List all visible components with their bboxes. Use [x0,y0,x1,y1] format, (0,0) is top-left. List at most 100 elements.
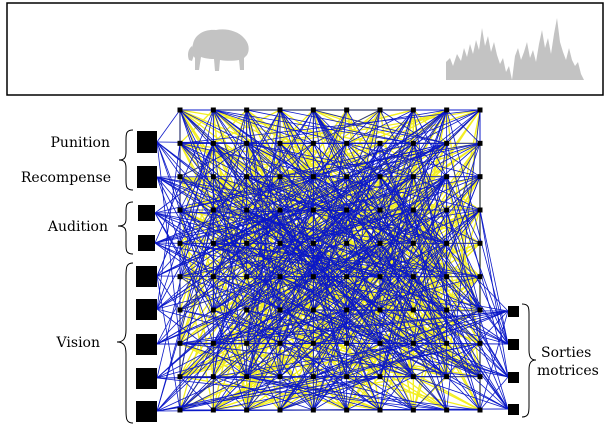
hidden-neuron [344,174,350,180]
hidden-neuron [244,407,250,413]
hidden-neuron [244,107,250,113]
output-neuron-4 [508,404,519,415]
hidden-neuron [210,107,216,113]
hidden-neuron [444,140,450,146]
hidden-neuron [310,374,316,380]
brace-audition [117,201,134,255]
hidden-neuron [344,307,350,313]
hidden-neuron [344,340,350,346]
hidden-neuron [244,140,250,146]
hidden-neuron [444,340,450,346]
hidden-neuron [477,374,483,380]
hidden-neuron [444,274,450,280]
hidden-neuron [210,207,216,213]
hidden-neuron [177,240,183,246]
hidden-neuron [310,340,316,346]
hidden-neuron [410,407,416,413]
hidden-neuron [377,374,383,380]
input-neuron-vision-5 [136,401,157,422]
output-neuron-1 [508,306,519,317]
hidden-neuron [477,140,483,146]
hidden-neuron [210,140,216,146]
hidden-neuron [244,174,250,180]
hidden-neuron [310,274,316,280]
hidden-neuron [377,207,383,213]
hidden-neuron [244,240,250,246]
hidden-neuron [444,407,450,413]
hidden-neuron [444,374,450,380]
hidden-neuron [444,240,450,246]
hidden-neuron [210,340,216,346]
hidden-neuron [210,407,216,413]
brace-sorties [521,303,537,418]
hidden-neuron [377,340,383,346]
hidden-neuron [177,274,183,280]
hidden-neuron [177,374,183,380]
label-audition: Audition [47,219,108,235]
hidden-neuron [410,307,416,313]
hidden-neuron [177,107,183,113]
hidden-neuron [410,374,416,380]
hidden-neuron [310,307,316,313]
hidden-neuron [244,340,250,346]
hidden-neuron [477,174,483,180]
hidden-neuron [444,307,450,313]
hidden-neuron [177,207,183,213]
hidden-neuron [177,340,183,346]
hidden-neuron [344,207,350,213]
input-neuron-audition-2 [138,235,155,251]
hidden-neuron [344,274,350,280]
hidden-neuron [310,240,316,246]
label-recompense: Recompense [21,170,111,186]
hidden-neuron [210,307,216,313]
hidden-neuron [277,207,283,213]
hidden-neuron [210,174,216,180]
hidden-neuron [277,274,283,280]
hidden-neuron [410,140,416,146]
hidden-neuron [277,374,283,380]
hidden-neuron [377,140,383,146]
hidden-neuron [410,207,416,213]
input-neuron-punition [137,131,157,153]
label-motrices: motrices [537,363,599,379]
hidden-neuron [410,274,416,280]
bison-silhouette-icon [188,29,249,71]
hidden-neuron [477,307,483,313]
input-neuron-recompense [137,166,157,188]
hidden-neuron [277,174,283,180]
hidden-neuron [210,274,216,280]
hidden-neuron [310,207,316,213]
hidden-neuron [477,340,483,346]
hidden-neuron [477,207,483,213]
brace-vision [116,262,134,424]
hidden-neuron [410,240,416,246]
hidden-neuron [377,240,383,246]
hidden-neuron [477,274,483,280]
hidden-neuron [410,340,416,346]
hidden-neuron [210,374,216,380]
hidden-neuron-grid [177,107,483,413]
hidden-neuron [277,107,283,113]
hidden-neuron [377,107,383,113]
hidden-neuron [477,107,483,113]
hidden-neuron [377,174,383,180]
hidden-neuron [344,107,350,113]
hidden-neuron [310,140,316,146]
sound-waveform-icon [446,18,584,80]
hidden-neuron [477,407,483,413]
hidden-neuron [177,140,183,146]
label-vision: Vision [56,335,100,351]
hidden-neuron [377,407,383,413]
hidden-neuron [410,107,416,113]
hidden-neuron [277,407,283,413]
hidden-neuron [377,274,383,280]
hidden-neuron [344,240,350,246]
hidden-neuron [310,407,316,413]
hidden-neuron [444,207,450,213]
label-sorties: Sorties [541,345,591,361]
hidden-neuron [244,207,250,213]
hidden-neuron [177,407,183,413]
hidden-neuron [444,107,450,113]
hidden-neuron [277,240,283,246]
